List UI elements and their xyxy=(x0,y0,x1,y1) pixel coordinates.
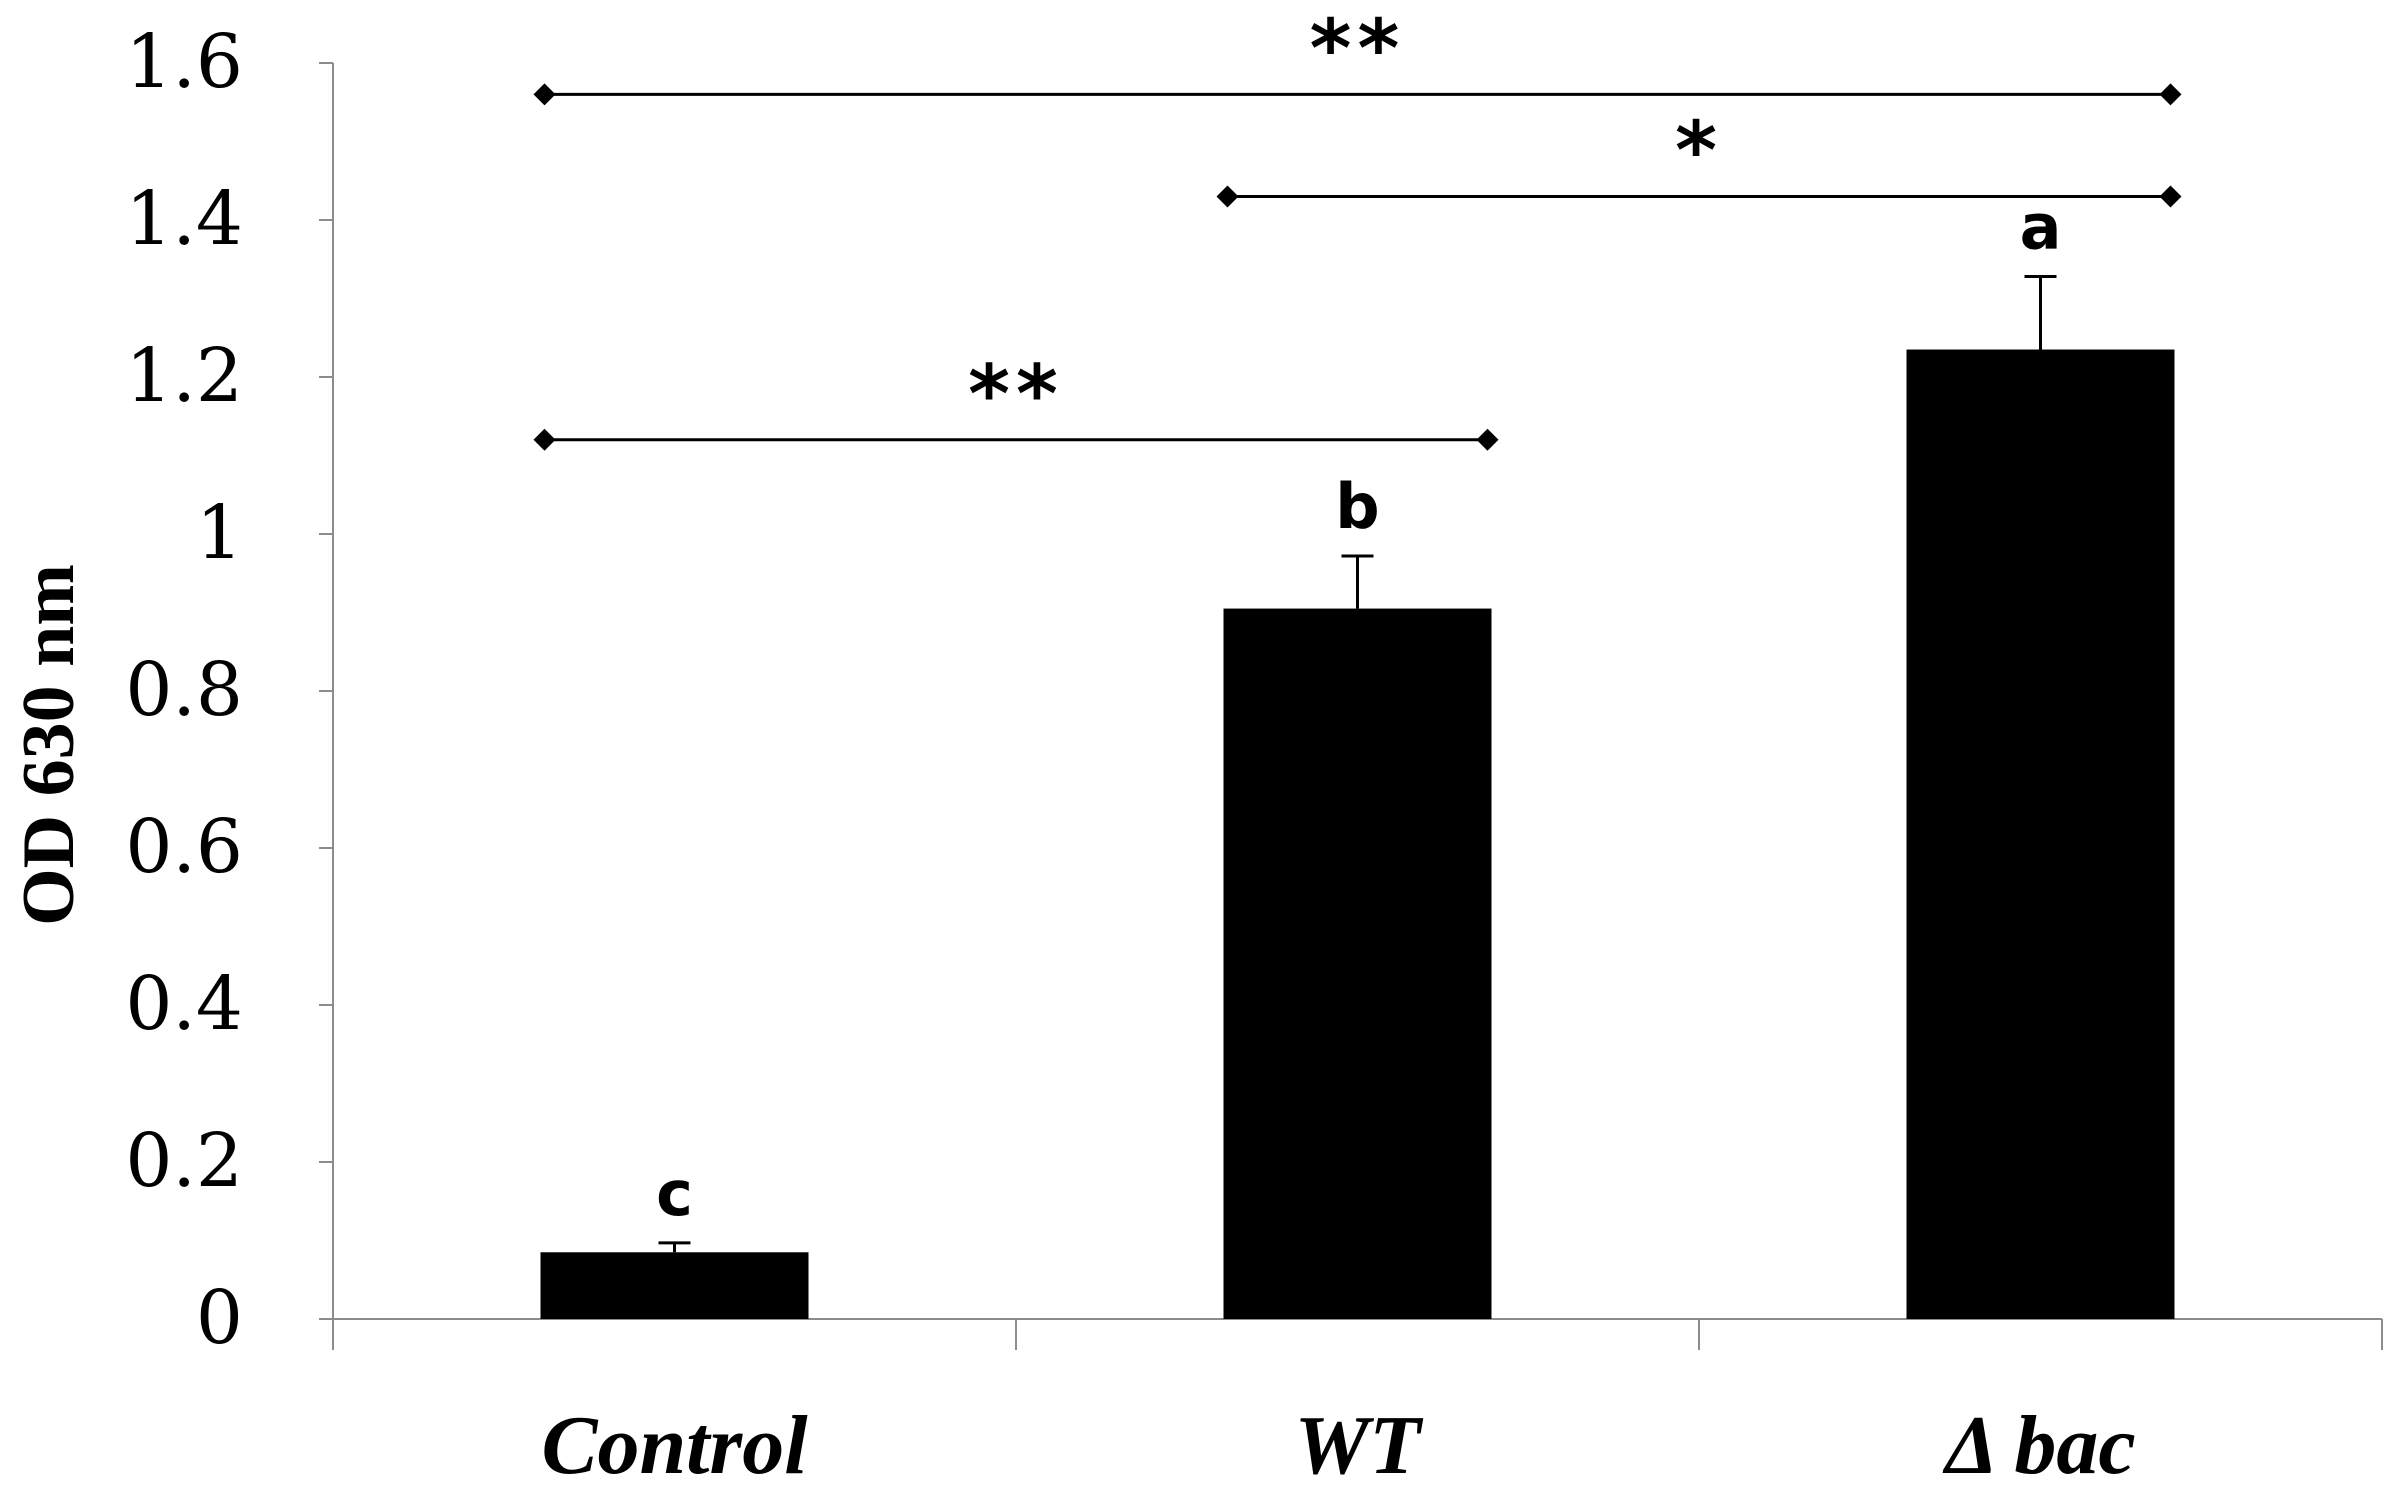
significance-label: ** xyxy=(968,348,1064,441)
bars xyxy=(540,275,2175,1319)
group-letter: b xyxy=(1335,470,1379,543)
group-letter: c xyxy=(656,1157,693,1230)
y-tick-label: 0.2 xyxy=(125,1118,243,1204)
y-tick-label: 1.2 xyxy=(125,333,243,419)
category-label: WT xyxy=(1295,1399,1425,1492)
y-tick-label: 1.4 xyxy=(125,176,243,262)
y-tick-label: 0 xyxy=(196,1275,243,1361)
significance-marker xyxy=(1216,185,1239,208)
group-letter: a xyxy=(2020,191,2062,264)
bar xyxy=(1906,349,2175,1319)
significance-label: ** xyxy=(1310,2,1406,95)
y-tick-label: 0.4 xyxy=(125,961,243,1047)
labels: c Control b WT a Δ bac xyxy=(541,191,2135,1492)
significance-marker xyxy=(1476,428,1499,451)
y-tick-label: 0.8 xyxy=(125,647,243,733)
y-tick-label: 1.6 xyxy=(125,19,243,105)
y-tick-label: 1 xyxy=(196,490,243,576)
significance-brackets: ***** xyxy=(533,2,2182,451)
y-axis-label: OD 630 nm xyxy=(8,564,90,926)
y-tick-label: 0.6 xyxy=(125,804,243,890)
category-label: Control xyxy=(541,1399,808,1492)
bar xyxy=(540,1252,809,1319)
category-label: Δ bac xyxy=(1942,1399,2135,1492)
significance-marker xyxy=(533,83,556,106)
significance-label: * xyxy=(1675,104,1723,197)
bar xyxy=(1223,608,1492,1319)
significance-marker xyxy=(533,428,556,451)
significance-marker xyxy=(2159,185,2182,208)
axes: 0 0.2 0.4 0.6 0.8 1 1.2 1.4 1.6 xyxy=(125,19,2383,1361)
significance-marker xyxy=(2159,83,2182,106)
